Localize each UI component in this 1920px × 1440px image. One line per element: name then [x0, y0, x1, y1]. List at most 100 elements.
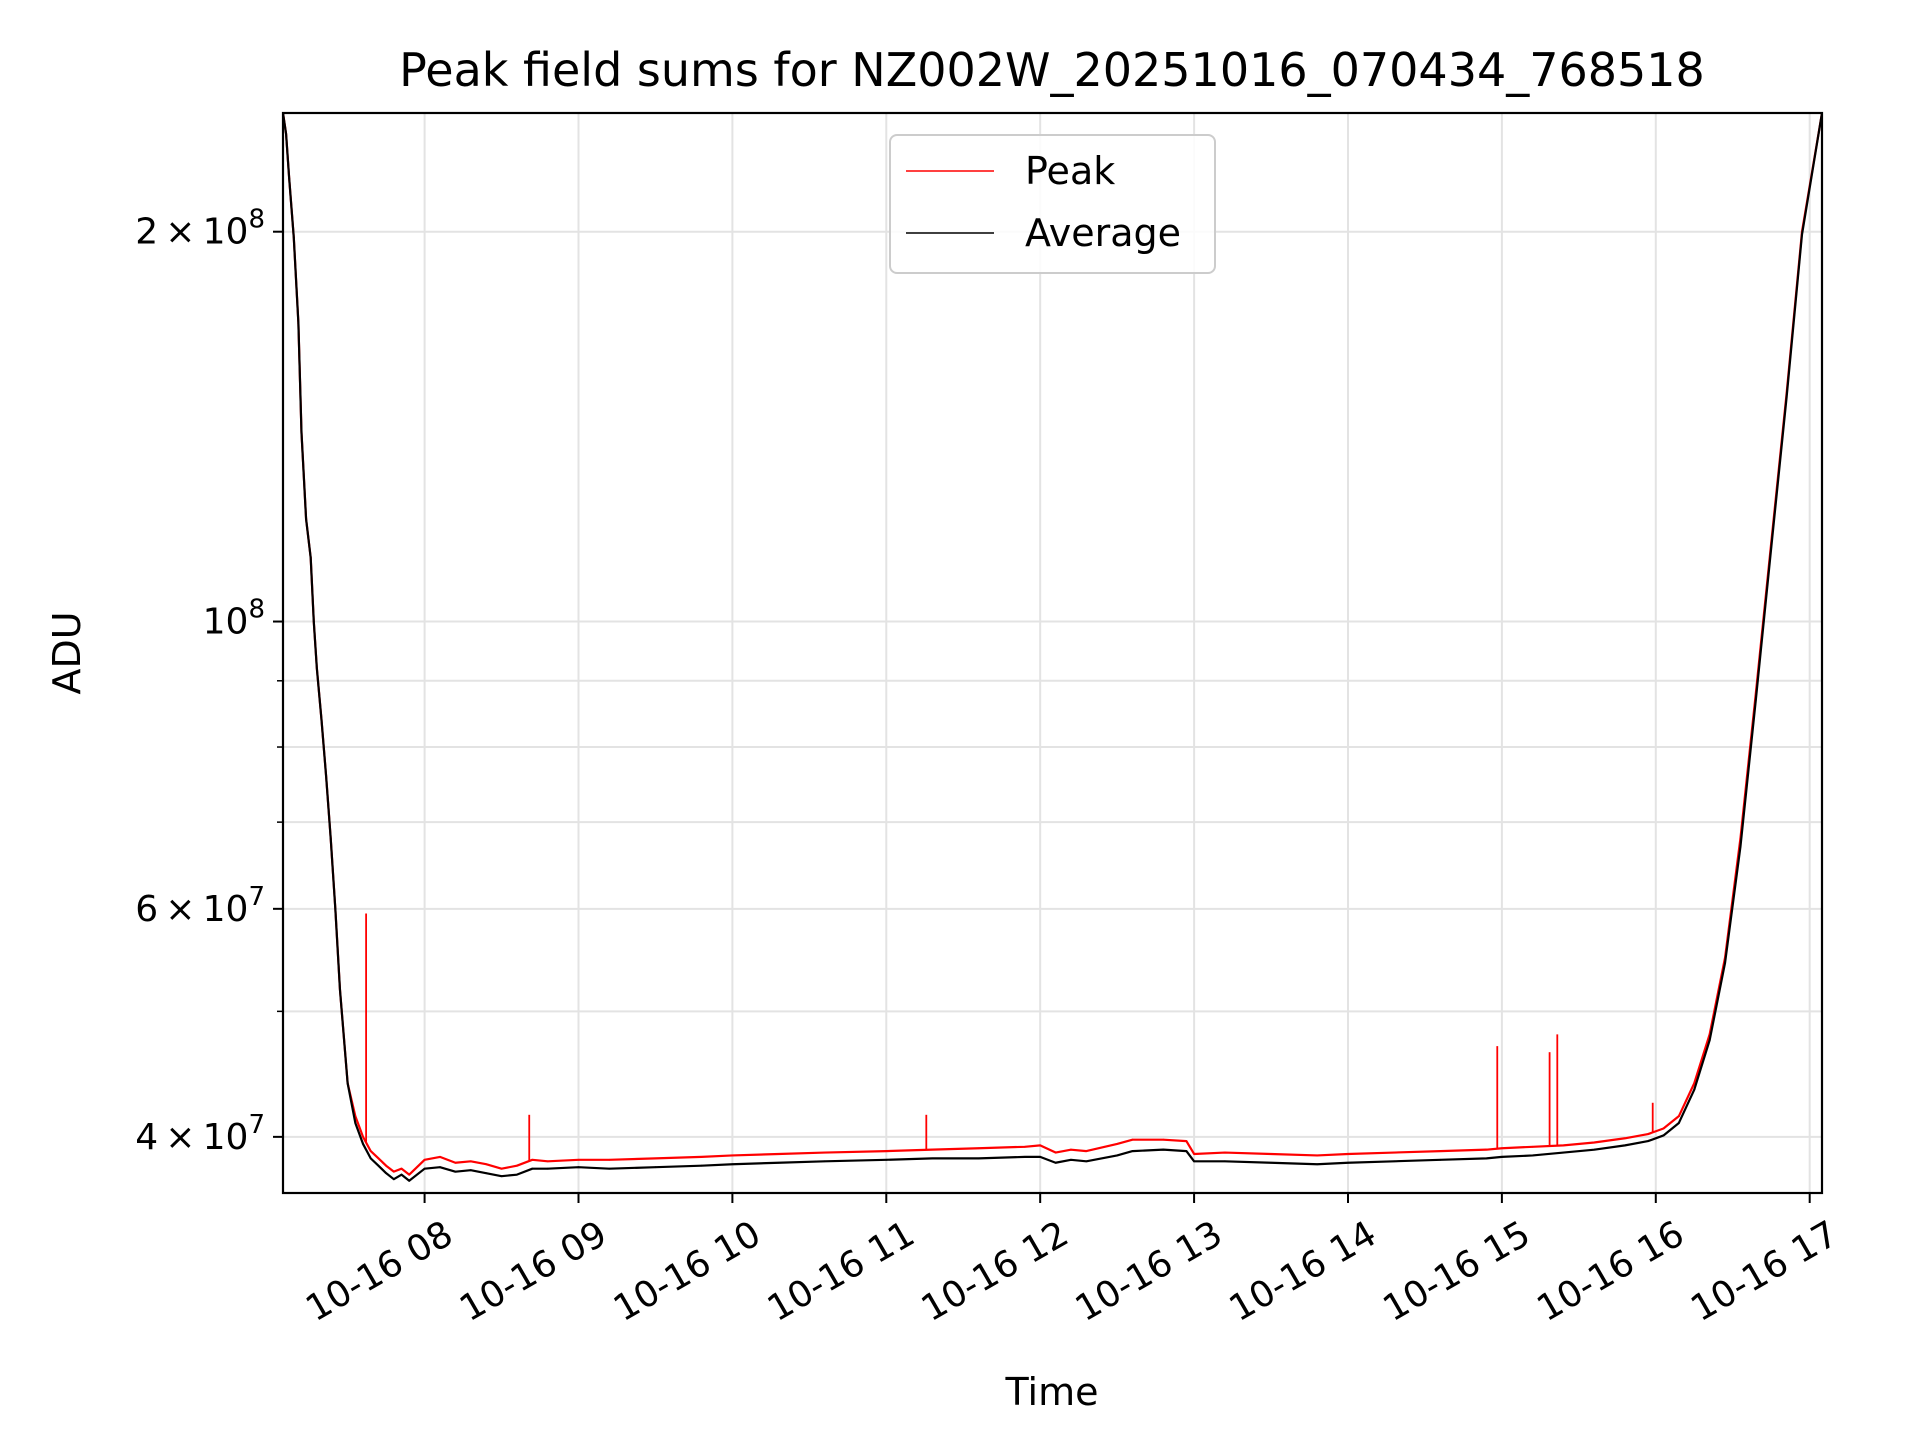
series-peak-point [1531, 1145, 1534, 1148]
series-average-point [1724, 961, 1726, 964]
series-peak-point [654, 1157, 657, 1160]
series-average-point [1393, 1160, 1396, 1163]
series-average-point [315, 667, 318, 670]
series-peak-point [377, 1157, 380, 1160]
series-average-point [288, 177, 291, 180]
series-average-point [731, 1163, 734, 1166]
series-peak-point [1085, 1150, 1088, 1152]
series-peak-point [1500, 1147, 1503, 1150]
series-average-point [377, 1164, 380, 1167]
series-average-point [320, 718, 323, 721]
series-average-point [977, 1157, 980, 1160]
y-tick-label-base: 4 × 10 [135, 1117, 248, 1158]
series-average-point [454, 1170, 457, 1173]
series-average-point [1085, 1160, 1088, 1163]
series-average-point [1270, 1161, 1272, 1164]
series-average-point [285, 132, 287, 135]
series-peak-point [608, 1158, 611, 1161]
series-peak-point [1316, 1154, 1319, 1157]
series-average-point [334, 907, 337, 910]
series-average-point [305, 518, 307, 520]
series-average-point [1070, 1158, 1072, 1161]
series-peak-point [977, 1147, 980, 1150]
series-average-point [439, 1166, 441, 1169]
series-average-point [1500, 1155, 1503, 1158]
series-peak-point [1185, 1140, 1188, 1142]
series-average-point [325, 774, 327, 777]
y-tick-label: 4 × 107 [135, 1110, 265, 1158]
series-average-point [823, 1160, 826, 1163]
series-peak-point [362, 1135, 364, 1138]
legend: Peak Average [889, 134, 1216, 274]
series-average-point [654, 1166, 657, 1169]
series-average-point [1193, 1160, 1195, 1163]
y-tick-label-base: 10 [203, 602, 249, 643]
series-average-point [309, 556, 312, 559]
series-average-point [1708, 1039, 1711, 1042]
series-average-point [469, 1169, 472, 1172]
series-average-point [329, 837, 332, 840]
series-peak-point [392, 1170, 395, 1173]
legend-label-peak: Peak [1025, 149, 1115, 193]
series-average-point [1770, 546, 1773, 549]
series-average-point [1531, 1154, 1534, 1157]
series-peak-point [1677, 1115, 1680, 1118]
series-average-point [346, 1082, 349, 1085]
y-tick-label-exponent: 7 [248, 882, 265, 912]
series-peak-point [400, 1167, 403, 1170]
series-peak-point [1223, 1151, 1226, 1154]
series-average-point [369, 1157, 372, 1160]
series-average-point [1439, 1158, 1442, 1161]
plot-frame [281, 111, 1824, 1195]
series-peak-point [1131, 1138, 1134, 1141]
series-average-point [500, 1175, 503, 1178]
series-average-point [608, 1167, 611, 1170]
series-average-point [1347, 1161, 1349, 1164]
series-peak-point [516, 1164, 518, 1167]
chart-title: Peak field sums for NZ002W_20251016_0704… [399, 43, 1705, 97]
y-tick-label-exponent: 7 [248, 1110, 265, 1140]
y-tick-label-base: 2 × 10 [135, 212, 248, 253]
series-average-point [1647, 1140, 1649, 1142]
series-peak-point [1023, 1145, 1026, 1148]
series-average-point [292, 236, 295, 239]
series-peak-point [1270, 1153, 1272, 1155]
series-peak-point [1070, 1148, 1072, 1151]
y-axis-label: ADU [45, 611, 89, 694]
series-average-point [885, 1158, 888, 1161]
series-peak-point [408, 1173, 411, 1176]
y-tick-label: 2 × 108 [135, 205, 265, 253]
series-peak-point [546, 1160, 549, 1163]
series-peak-point [1193, 1153, 1195, 1155]
series-peak-point [385, 1164, 388, 1167]
series-peak-point [500, 1167, 503, 1170]
series-average-point [1677, 1122, 1680, 1124]
series-average-point [777, 1161, 780, 1164]
series-peak-point [485, 1163, 488, 1166]
series-average-point [577, 1166, 580, 1169]
series-average-point [1739, 845, 1742, 848]
series-peak-point [700, 1155, 703, 1158]
series-average-point [931, 1157, 934, 1160]
series-peak-point [531, 1158, 534, 1161]
series-average-point [408, 1179, 411, 1182]
y-tick-label: 108 [203, 595, 265, 643]
series-peak-point [1485, 1148, 1488, 1151]
series-peak-point [777, 1153, 780, 1155]
series-average-point [423, 1167, 426, 1170]
series-peak-point [1162, 1138, 1165, 1141]
series-peak-point [369, 1150, 372, 1152]
series-peak-point [469, 1160, 472, 1163]
series-average-point [300, 431, 303, 434]
series-average-point [546, 1167, 549, 1170]
legend-label-average: Average [1025, 211, 1181, 255]
series-peak-point [1393, 1151, 1396, 1154]
series-average-point [1116, 1154, 1119, 1157]
series-average-point [1662, 1134, 1665, 1137]
series-average-point [700, 1164, 703, 1167]
series-peak-point [885, 1150, 888, 1152]
series-peak-point [1347, 1153, 1349, 1155]
series-average-point [1223, 1160, 1226, 1163]
